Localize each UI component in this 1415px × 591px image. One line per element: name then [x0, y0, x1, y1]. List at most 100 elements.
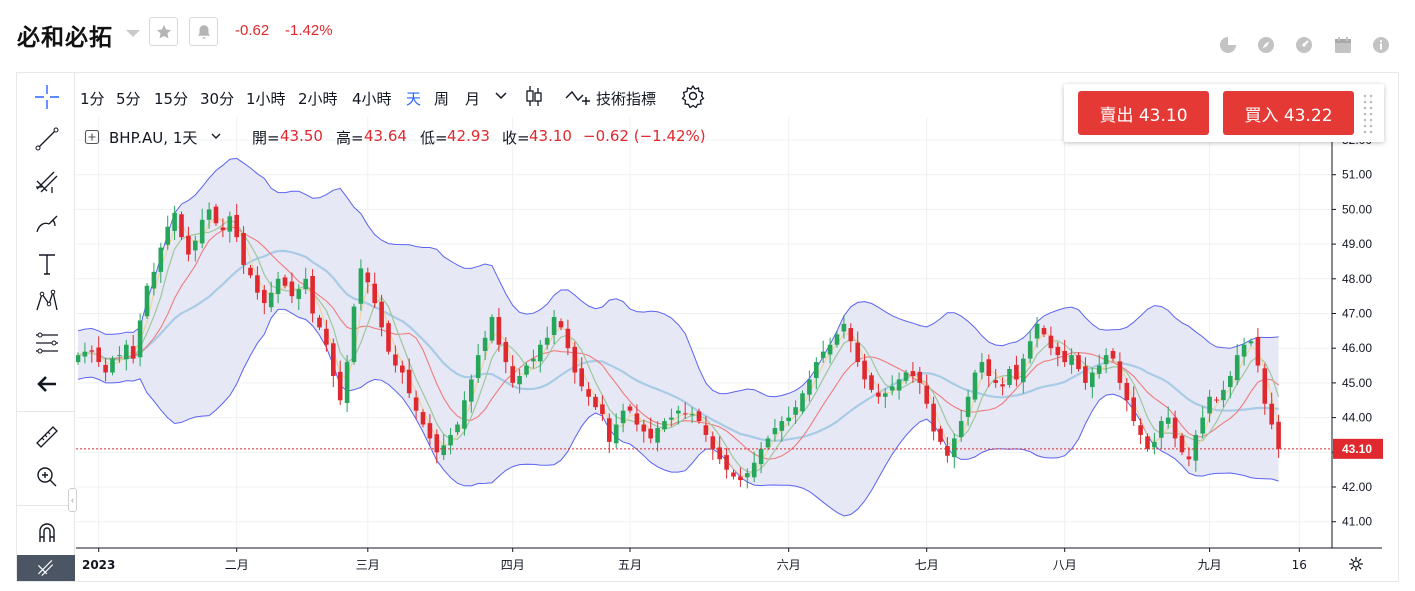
candle: [1076, 352, 1081, 372]
candle: [931, 396, 936, 441]
candle: [1172, 410, 1178, 448]
collapse-toolbar-button[interactable]: ‹: [68, 488, 77, 512]
candle: [1048, 326, 1054, 356]
trend-line-tool[interactable]: [33, 125, 61, 153]
candle: [641, 419, 647, 443]
candle: [572, 341, 578, 384]
candle: [517, 369, 522, 394]
timeframe-day[interactable]: 天: [406, 90, 422, 108]
time-axis-label: 九月: [1198, 558, 1222, 572]
candle: [1124, 378, 1130, 412]
candlestick-type-icon[interactable]: [522, 84, 546, 108]
timeframe-2h[interactable]: 2小時: [298, 90, 338, 108]
candle: [234, 203, 239, 243]
chart-toolbar: 1分 5分 15分 30分 1小時 2小時 4小時 天 周 月 技術指標: [76, 73, 1106, 117]
crosshair-tool[interactable]: [33, 83, 61, 111]
candle: [1262, 363, 1268, 415]
timeframe-month[interactable]: 月: [465, 90, 481, 108]
plus-square-icon[interactable]: [84, 129, 100, 149]
price-alert-button[interactable]: [189, 17, 218, 46]
candle: [717, 436, 722, 465]
symbol-label[interactable]: BHP.AU, 1天: [109, 129, 198, 147]
time-axis-label: 16: [1292, 558, 1307, 572]
chevron-down-icon[interactable]: [210, 129, 222, 147]
pattern-icon: [36, 289, 58, 311]
chevron-down-icon[interactable]: [492, 86, 510, 104]
timeframe-1m[interactable]: 1分: [80, 90, 105, 108]
timeframe-5m[interactable]: 5分: [116, 90, 141, 108]
candle: [848, 323, 854, 353]
magnet-tool[interactable]: [33, 519, 61, 547]
sell-button[interactable]: 賣出 43.10: [1078, 91, 1209, 135]
candle: [282, 274, 288, 289]
candle: [751, 451, 757, 483]
timeframe-30m[interactable]: 30分: [200, 90, 235, 108]
candle: [358, 259, 364, 311]
price-axis-label: 41.00: [1342, 515, 1372, 529]
indicators-icon[interactable]: [564, 84, 592, 108]
candle: [972, 369, 978, 403]
candle: [151, 262, 157, 296]
candles: [76, 202, 1281, 489]
candle: [917, 366, 923, 395]
ruler-icon: [36, 426, 58, 448]
pattern-tool[interactable]: [33, 287, 61, 315]
brush-icon: [36, 215, 58, 233]
candle: [979, 353, 985, 380]
info-icon[interactable]: [1371, 35, 1391, 55]
timeframe-4h[interactable]: 4小時: [352, 90, 392, 108]
candle: [558, 318, 564, 331]
candle: [1014, 355, 1019, 387]
timeframe-1h[interactable]: 1小時: [246, 90, 286, 108]
timeframe-15m[interactable]: 15分: [154, 90, 189, 108]
text-tool[interactable]: [33, 250, 61, 278]
candle: [186, 226, 191, 262]
candle: [379, 294, 384, 337]
candle: [1055, 341, 1061, 367]
candle: [158, 242, 164, 283]
pie-chart-icon[interactable]: [1218, 35, 1238, 55]
timeframe-week[interactable]: 周: [434, 90, 450, 108]
drag-handle-icon[interactable]: [1360, 91, 1378, 135]
chevron-down-icon[interactable]: [126, 30, 140, 37]
low-value: 42.93: [447, 127, 490, 145]
forecast-tool[interactable]: [33, 329, 61, 357]
change-pct: -1.42%: [285, 22, 333, 39]
zoom-tool[interactable]: [33, 463, 61, 491]
candle: [579, 357, 584, 392]
candle: [1041, 325, 1047, 338]
buy-button[interactable]: 買入 43.22: [1223, 91, 1354, 135]
candle: [1193, 430, 1199, 472]
candle: [275, 271, 281, 304]
fib-tool[interactable]: [33, 168, 61, 196]
candle: [1103, 348, 1109, 374]
back-tool[interactable]: [33, 370, 61, 398]
compass-icon[interactable]: [1256, 35, 1276, 55]
candle: [786, 406, 791, 426]
axis-settings-gear-icon[interactable]: [1349, 557, 1363, 571]
calendar-icon[interactable]: [1333, 35, 1353, 55]
candle: [869, 372, 874, 393]
candle: [296, 284, 302, 311]
candle: [793, 400, 798, 424]
candle: [206, 202, 212, 229]
indicators-button[interactable]: 技術指標: [596, 90, 657, 108]
candle: [600, 395, 605, 422]
high-value: 43.64: [364, 127, 407, 145]
candle: [765, 435, 771, 451]
measure-tool[interactable]: [33, 423, 61, 451]
candle: [427, 414, 433, 446]
candle: [1131, 386, 1136, 426]
gear-icon[interactable]: [681, 84, 705, 108]
high-label: 高=: [336, 129, 364, 147]
remove-drawings-button[interactable]: [17, 555, 75, 581]
candle: [1179, 432, 1185, 456]
candle: [248, 264, 253, 279]
candle: [96, 336, 101, 367]
brush-tool[interactable]: [33, 210, 61, 238]
watchlist-star-button[interactable]: [149, 17, 178, 46]
candle: [393, 345, 398, 373]
time-axis-label: 七月: [915, 558, 939, 572]
gauge-icon[interactable]: [1294, 35, 1314, 55]
